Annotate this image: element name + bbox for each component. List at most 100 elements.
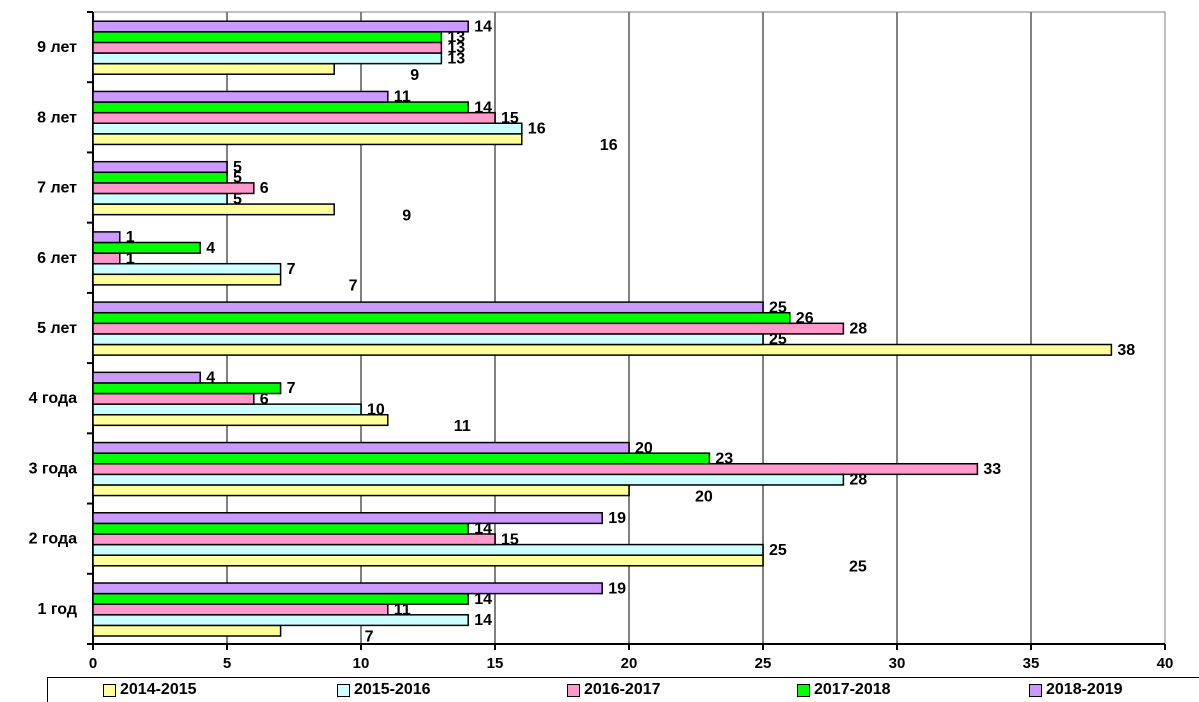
bar-2016-2017-3 года xyxy=(92,463,979,476)
data-label: 14 xyxy=(474,521,492,538)
bar-2018-2019-8 лет xyxy=(92,90,389,103)
legend-label: 2015-2016 xyxy=(354,681,431,698)
data-label: 16 xyxy=(528,121,546,138)
data-label: 33 xyxy=(983,461,1001,478)
x-tick-labels: 0 5 10 15 20 25 30 35 40 xyxy=(89,655,1174,672)
data-label: 7 xyxy=(287,261,296,278)
bar-2015-2016-8 лет xyxy=(92,122,523,135)
data-label: 20 xyxy=(635,440,653,457)
x-tick-label: 15 xyxy=(487,655,504,672)
bar-2015-2016-5 лет xyxy=(92,333,764,346)
data-labels: 7141114192525151419202833232011106743825… xyxy=(126,19,1135,646)
data-label: 1 xyxy=(126,250,135,267)
bar-2018-2019-2 года xyxy=(92,512,603,525)
bar-2015-2016-1 год xyxy=(92,614,469,627)
data-label: 13 xyxy=(447,29,465,46)
bar-2015-2016-4 года xyxy=(92,403,362,416)
bar-2014-2015-7 лет xyxy=(92,203,335,216)
bar-2017-2018-9 лет xyxy=(92,31,443,44)
bar-2018-2019-9 лет xyxy=(92,20,469,33)
bar-2016-2017-7 лет xyxy=(92,182,255,195)
bar-2016-2017-6 лет xyxy=(92,252,121,265)
data-label: 23 xyxy=(715,450,733,467)
bar-2015-2016-3 года xyxy=(92,473,845,486)
legend-swatch xyxy=(1029,683,1042,697)
bar-2017-2018-4 года xyxy=(92,382,282,395)
bar-2014-2015-1 год xyxy=(92,624,282,637)
data-label: 9 xyxy=(410,67,419,84)
data-label: 6 xyxy=(260,391,269,408)
bar-2014-2015-8 лет xyxy=(92,133,523,146)
legend-label: 2016-2017 xyxy=(584,681,661,698)
data-label: 7 xyxy=(365,629,374,646)
data-label: 6 xyxy=(260,180,269,197)
data-label: 5 xyxy=(233,159,242,176)
data-label: 25 xyxy=(769,331,787,348)
data-label: 26 xyxy=(796,310,814,327)
legend-item: 2018-2019 xyxy=(1029,681,1123,699)
bar-2018-2019-6 лет xyxy=(92,231,121,244)
legend-swatch xyxy=(337,683,350,697)
bar-2018-2019-5 лет xyxy=(92,301,764,314)
bar-2016-2017-4 года xyxy=(92,392,255,405)
data-label: 11 xyxy=(394,89,411,106)
bar-2018-2019-3 года xyxy=(92,441,630,454)
bar-2017-2018-7 лет xyxy=(92,171,228,184)
legend-label: 2018-2019 xyxy=(1046,681,1123,698)
x-tick-label: 40 xyxy=(1157,655,1174,672)
legend-swatch xyxy=(103,683,116,697)
bar-2015-2016-9 лет xyxy=(92,52,443,65)
category-label: 2 года xyxy=(29,531,78,548)
data-label: 28 xyxy=(849,472,867,489)
data-label: 19 xyxy=(608,510,626,527)
data-label: 7 xyxy=(349,278,358,295)
data-label: 11 xyxy=(454,418,471,435)
legend-item: 2016-2017 xyxy=(567,681,661,699)
data-label: 16 xyxy=(600,137,618,154)
bar-2017-2018-1 год xyxy=(92,592,469,605)
data-label: 19 xyxy=(608,580,626,597)
legend: 2014-2015 2015-2016 2016-2017 2017-2018 2018… xyxy=(47,677,1199,702)
data-label: 4 xyxy=(206,370,215,387)
category-label: 3 года xyxy=(29,460,78,477)
bar-2017-2018-2 года xyxy=(92,522,469,535)
data-label: 5 xyxy=(233,191,242,208)
category-label: 4 года xyxy=(29,390,78,407)
data-label: 14 xyxy=(474,19,492,36)
legend-item: 2015-2016 xyxy=(337,681,431,699)
x-tick-label: 30 xyxy=(889,655,906,672)
category-label: 7 лет xyxy=(37,180,77,197)
category-label: 9 лет xyxy=(37,39,77,56)
data-label: 25 xyxy=(849,558,867,575)
legend-item: 2014-2015 xyxy=(103,681,197,699)
bar-2015-2016-7 лет xyxy=(92,192,228,205)
bar-2018-2019-1 год xyxy=(92,582,603,595)
legend-label: 2014-2015 xyxy=(120,681,197,698)
legend-swatch xyxy=(567,683,580,697)
bars xyxy=(92,20,1113,637)
legend-label: 2017-2018 xyxy=(814,681,891,698)
data-label: 15 xyxy=(501,110,519,127)
data-label: 4 xyxy=(206,240,215,257)
data-label: 14 xyxy=(474,591,492,608)
data-label: 25 xyxy=(769,542,787,559)
data-label: 20 xyxy=(695,488,713,505)
data-label: 14 xyxy=(474,99,492,116)
data-label: 1 xyxy=(126,229,135,246)
data-label: 14 xyxy=(474,612,492,629)
bar-2017-2018-6 лет xyxy=(92,241,201,254)
bar-2015-2016-2 года xyxy=(92,543,764,556)
data-label: 9 xyxy=(402,207,411,224)
x-tick-label: 35 xyxy=(1023,655,1040,672)
bar-2018-2019-7 лет xyxy=(92,160,228,174)
data-label: 5 xyxy=(233,170,242,187)
x-tick-label: 20 xyxy=(621,655,638,672)
data-label: 38 xyxy=(1117,342,1135,359)
data-label: 25 xyxy=(769,299,787,316)
bar-2016-2017-8 лет xyxy=(92,111,496,124)
category-label: 8 лет xyxy=(37,109,77,126)
bar-2016-2017-2 года xyxy=(92,533,496,546)
data-label: 11 xyxy=(394,602,411,619)
bar-2017-2018-3 года xyxy=(92,452,711,465)
